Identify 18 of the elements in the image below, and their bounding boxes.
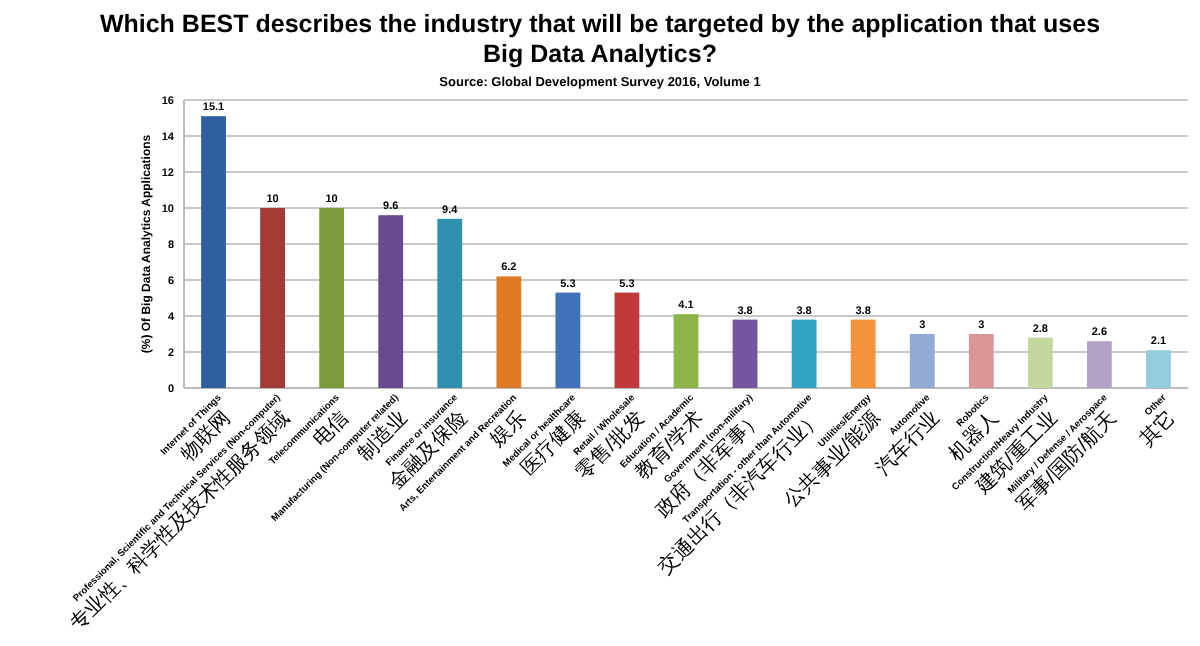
bar [496, 276, 522, 388]
chart-title: Which BEST describes the industry that will be targeted by the application that uses Big Data Analytics? [99, 10, 1101, 68]
bar [1027, 337, 1053, 388]
bar [968, 334, 994, 388]
bar [1146, 350, 1171, 388]
bar [555, 292, 581, 388]
bar [319, 208, 345, 388]
bar [791, 319, 817, 388]
bar [673, 314, 699, 388]
bar [260, 208, 285, 388]
bar [437, 218, 463, 388]
bar [1087, 341, 1112, 388]
bar [201, 116, 226, 388]
bar [850, 319, 876, 388]
bar [909, 334, 935, 388]
bar [614, 292, 640, 388]
bar [732, 319, 758, 388]
bar [378, 215, 404, 388]
